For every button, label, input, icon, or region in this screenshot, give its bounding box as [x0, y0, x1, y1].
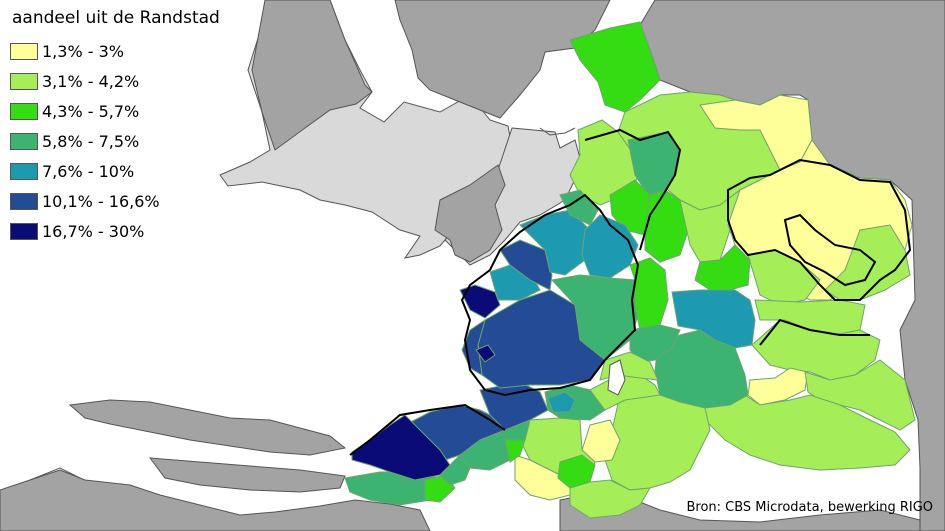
land-dark-flevoland [434, 164, 506, 263]
legend-swatch [10, 222, 38, 240]
region-class-4 [629, 324, 681, 363]
region-class-6 [499, 239, 553, 291]
legend-swatch [10, 102, 38, 120]
region-class-1 [747, 367, 809, 406]
land-dark-zeeland-island [68, 399, 347, 456]
source-note: Bron: CBS Microdata, bewerking RIGO [686, 500, 933, 515]
legend-item: 5,8% - 7,5% [10, 126, 225, 156]
legend-label: 7,6% - 10% [42, 161, 135, 181]
legend-label: 1,3% - 3% [42, 41, 124, 61]
municipalities [344, 21, 916, 519]
legend-item: 3,1% - 4,2% [10, 66, 225, 96]
legend-label: 3,1% - 4,2% [42, 71, 140, 91]
province-borders [349, 128, 912, 456]
legend-item: 1,3% - 3% [10, 36, 225, 66]
legend-label: 16,7% - 30% [42, 221, 145, 241]
region-class-2 [569, 479, 651, 519]
region-class-7 [459, 284, 501, 319]
legend-swatch [10, 132, 38, 150]
legend-swatch [10, 162, 38, 180]
legend-label: 4,3% - 5,7% [42, 101, 140, 121]
region-class-4 [559, 189, 599, 226]
land-dark-belgium [0, 469, 431, 531]
legend-item: 16,7% - 30% [10, 216, 225, 246]
legend-swatch [10, 72, 38, 90]
region-class-2 [699, 394, 911, 471]
land-dark-friesland [394, 0, 611, 119]
legend-label: 5,8% - 7,5% [42, 131, 140, 151]
region-class-4 [439, 454, 471, 486]
legend-item: 10,1% - 16,6% [10, 186, 225, 216]
region-class-3 [569, 21, 661, 113]
land-dark-zeeland-middle [148, 457, 346, 493]
region-class-5 [547, 391, 576, 413]
legend-swatch [10, 42, 38, 60]
region-class-3 [504, 439, 526, 463]
region-class-3 [644, 189, 691, 263]
legend-swatch [10, 192, 38, 210]
region-class-2 [604, 394, 711, 491]
region-class-7 [475, 344, 496, 363]
legend-item: 4,3% - 5,7% [10, 96, 225, 126]
map-legend: aandeel uit de Randstad 1,3% - 3% 3,1% - … [10, 8, 225, 246]
region-class-3 [694, 244, 751, 291]
legend-label: 10,1% - 16,6% [42, 191, 160, 211]
region-class-2 [824, 224, 911, 301]
legend-title: aandeel uit de Randstad [12, 8, 220, 28]
legend-rows: 1,3% - 3% 3,1% - 4,2% 4,3% - 5,7% 5,8% - 7,… [10, 36, 225, 246]
lake [607, 359, 626, 396]
legend-item: 7,6% - 10% [10, 156, 225, 186]
coastline-details [29, 127, 576, 481]
land-dark-northholland [251, 0, 373, 151]
region-class-7 [351, 414, 451, 481]
